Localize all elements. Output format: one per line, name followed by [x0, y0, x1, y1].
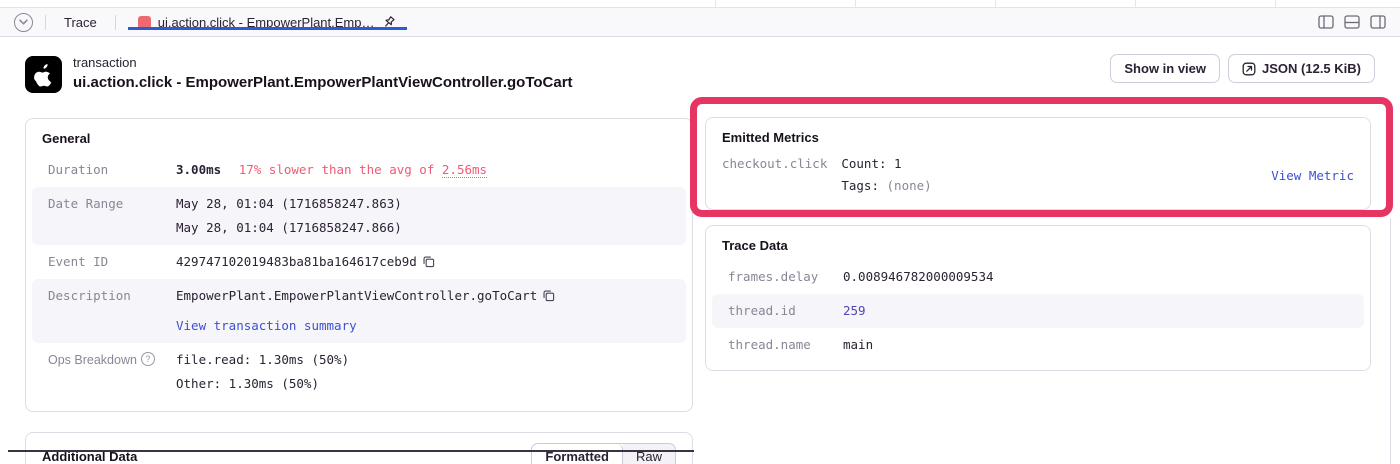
date-range-value: May 28, 01:04 (1716858247.863) May 28, 0… [176, 196, 402, 235]
ops-breakdown-value: file.read: 1.30ms (50%) Other: 1.30ms (5… [176, 352, 350, 391]
description-value: EmpowerPlant.EmpowerPlantViewController.… [176, 284, 555, 338]
metric-row: checkout.click Count: 1 Tags: (none) Vie… [706, 151, 1370, 209]
key: thread.id [728, 303, 796, 318]
description-label: Description [48, 288, 131, 303]
date-range-row: Date Range May 28, 01:04 (1716858247.863… [32, 187, 686, 245]
apple-platform-icon [25, 56, 62, 93]
duration-label: Duration [48, 162, 109, 177]
table-row: thread.name main [712, 328, 1364, 362]
event-title: ui.action.click - EmpowerPlant.EmpowerPl… [73, 74, 573, 91]
view-metric-link[interactable]: View Metric [1271, 167, 1354, 183]
show-in-view-button[interactable]: Show in view [1110, 54, 1221, 83]
copy-icon[interactable] [542, 289, 555, 302]
json-download-button[interactable]: JSON (12.5 KiB) [1228, 54, 1375, 83]
general-card: General Duration 3.00ms 17% slower than … [25, 118, 693, 412]
trace-data-card: Trace Data frames.delay 0.00894678200000… [705, 225, 1371, 371]
dock-bottom-icon [1344, 15, 1360, 29]
ops-breakdown-row: Ops Breakdown ? file.read: 1.30ms (50%) … [32, 343, 686, 401]
event-id-label: Event ID [48, 254, 109, 269]
help-icon[interactable]: ? [140, 352, 155, 366]
chevron-down-icon [19, 19, 28, 25]
value: 259 [843, 303, 866, 318]
additional-data-heading: Additional Data [42, 449, 138, 464]
emitted-metrics-heading: Emitted Metrics [722, 130, 819, 145]
dock-left-button[interactable] [1318, 15, 1334, 29]
format-toggle-formatted[interactable]: Formatted [532, 444, 623, 464]
metric-name: checkout.click [722, 156, 828, 171]
json-button-label: JSON (12.5 KiB) [1262, 61, 1361, 76]
pin-icon[interactable] [382, 15, 397, 30]
value: 0.008946782000009534 [843, 269, 994, 284]
duration-row: Duration 3.00ms 17% slower than the avg … [32, 153, 686, 187]
event-id-value: 429747102019483ba81ba164617ceb9d [176, 250, 435, 274]
key: thread.name [728, 337, 811, 352]
event-header: transaction ui.action.click - EmpowerPla… [25, 54, 1375, 94]
event-type-label: transaction [73, 55, 137, 70]
metric-count: Count: 1 [841, 156, 902, 171]
dock-bottom-button[interactable] [1344, 15, 1360, 29]
general-heading: General [42, 131, 91, 146]
viewport-bottom-edge [8, 450, 694, 452]
avg-duration-link[interactable]: 2.56ms [441, 162, 488, 178]
key: frames.delay [728, 269, 819, 284]
table-edge-strip [0, 0, 1400, 8]
duration-value: 3.00ms 17% slower than the avg of 2.56ms [176, 162, 488, 178]
divider [45, 14, 46, 30]
external-link-icon [1242, 62, 1256, 76]
additional-data-card: Additional Data Formatted Raw frames.del… [25, 432, 693, 464]
tab-trace-label: Trace [64, 14, 97, 30]
date-range-label: Date Range [48, 196, 124, 211]
emitted-metrics-card: Emitted Metrics checkout.click Count: 1 … [705, 117, 1371, 210]
transaction-type-icon [137, 15, 151, 29]
tab-transaction-label: ui.action.click - EmpowerPlant.Emp… [157, 14, 375, 30]
divider [114, 14, 116, 30]
show-in-view-label: Show in view [1124, 61, 1207, 76]
metric-tags: Tags: (none) [841, 178, 932, 193]
dock-right-button[interactable] [1370, 15, 1386, 29]
copy-icon[interactable] [422, 255, 435, 268]
dock-right-icon [1370, 15, 1386, 29]
format-toggle: Formatted Raw [531, 443, 676, 464]
description-row: Description EmpowerPlant.EmpowerPlantVie… [32, 279, 686, 343]
tab-transaction-active[interactable]: ui.action.click - EmpowerPlant.Emp… [127, 14, 407, 30]
value: main [843, 337, 874, 352]
metric-details: Count: 1 Tags: (none) [841, 153, 931, 197]
view-transaction-summary-link[interactable]: View transaction summary [176, 318, 357, 333]
panel-right-border [1390, 218, 1391, 464]
ops-breakdown-label: Ops Breakdown ? [48, 348, 176, 396]
collapse-drawer-button[interactable] [14, 12, 33, 32]
duration-comparison: 17% slower than the avg of 2.56ms [238, 162, 488, 178]
tab-trace[interactable]: Trace [58, 15, 103, 30]
table-row: frames.delay 0.008946782000009534 [712, 260, 1364, 294]
drawer-tab-bar: Trace ui.action.click - EmpowerPlant.Emp… [0, 8, 1400, 37]
format-toggle-raw[interactable]: Raw [622, 444, 675, 464]
event-id-row: Event ID 429747102019483ba81ba164617ceb9… [32, 245, 686, 279]
trace-data-heading: Trace Data [722, 238, 788, 253]
table-row: thread.id 259 [712, 294, 1364, 328]
dock-left-icon [1318, 15, 1334, 29]
